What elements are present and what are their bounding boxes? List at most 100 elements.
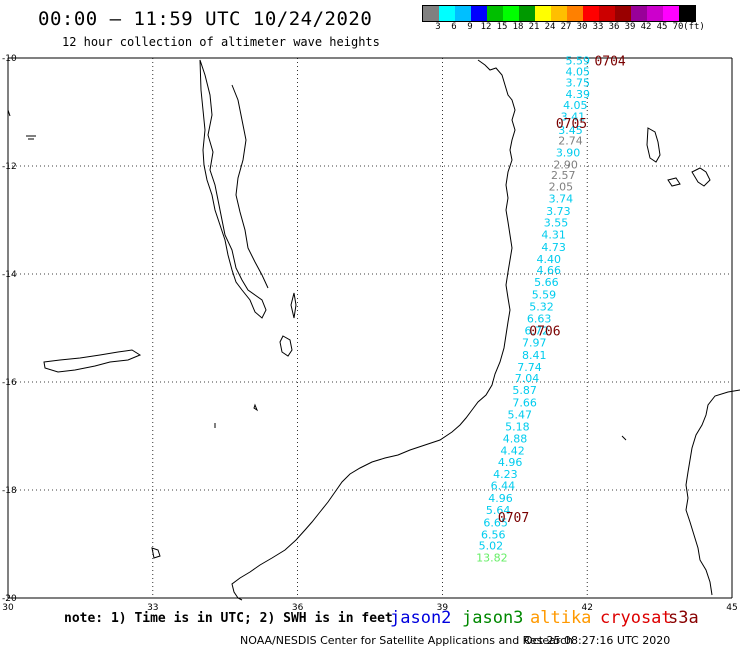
mozambique-coastline — [231, 59, 516, 601]
lake-chilwa-outline — [279, 335, 293, 357]
wave-height-value: 5.02 — [479, 540, 504, 553]
wave-height-value: 2.05 — [549, 181, 574, 194]
tick-mark — [7, 109, 11, 117]
wave-height-value: 7.97 — [522, 337, 547, 350]
color-swatch-12 — [615, 6, 631, 21]
color-swatch-14 — [647, 6, 663, 21]
wave-height-value: 4.96 — [488, 492, 512, 505]
footer-credit: NOAA/NESDIS Center for Satellite Applica… — [240, 634, 574, 647]
color-scale-label: 24 — [544, 22, 556, 32]
color-scale-label: 15 — [496, 22, 508, 32]
color-scale-label: 18 — [512, 22, 524, 32]
color-swatch-16 — [679, 6, 695, 21]
madagascar-coastline — [685, 389, 740, 596]
wave-height-value: 3.41 — [561, 110, 586, 123]
wave-height-value: 4.05 — [563, 99, 588, 112]
wave-height-value: 4.23 — [493, 468, 517, 481]
wave-height-readings: 5.594.053.754.394.053.413.452.743.902.90… — [476, 55, 590, 565]
lake-cahora-bassa-outline — [43, 349, 142, 373]
wave-height-value: 2.90 — [553, 158, 578, 171]
lon-label: 45 — [726, 603, 737, 613]
wave-height-value: 4.88 — [503, 433, 528, 446]
lon-label: 36 — [292, 603, 304, 613]
island-mark — [621, 435, 627, 441]
color-scale-bar — [422, 5, 696, 22]
pass-time-label: 0705 — [556, 117, 587, 132]
color-scale-label: 27 — [560, 22, 572, 32]
lat-label: -14 — [2, 270, 17, 280]
wave-height-value: 4.96 — [498, 456, 523, 469]
color-swatch-9 — [567, 6, 583, 21]
wave-height-value: 5.87 — [512, 384, 537, 397]
color-scale-label: 42 — [640, 22, 652, 32]
wave-height-value: 6.56 — [481, 528, 506, 541]
lat-label: -10 — [2, 54, 17, 64]
wave-height-value: 5.64 — [486, 504, 511, 517]
wave-height-value: 8.41 — [522, 349, 547, 362]
satellite-legend-jason2: jason2 — [390, 608, 452, 628]
color-swatch-10 — [583, 6, 599, 21]
wave-height-value: 13.82 — [476, 552, 508, 565]
pass-time-label: 0704 — [594, 55, 625, 70]
color-scale-label: 33 — [592, 22, 604, 32]
wave-height-value: 3.90 — [556, 147, 581, 160]
lake-kivu-fragment — [151, 547, 161, 559]
color-swatch-2 — [455, 6, 471, 21]
wave-height-value: 4.40 — [537, 253, 562, 266]
map-subtitle: 12 hour collection of altimeter wave hei… — [62, 35, 380, 49]
lat-lon-grid — [7, 57, 733, 599]
lon-label: 33 — [147, 603, 158, 613]
wave-height-value: 3.73 — [546, 205, 571, 218]
lat-label: -12 — [2, 162, 17, 172]
wave-height-value: 4.05 — [565, 66, 590, 79]
color-swatch-13 — [631, 6, 647, 21]
color-scale-label: 12 — [480, 22, 492, 32]
lake-fragment-outline — [26, 135, 36, 140]
color-scale-label: 39 — [624, 22, 636, 32]
satellite-legend-s3a: s3a — [668, 608, 699, 628]
lon-label: 30 — [2, 603, 14, 613]
wave-height-value: 4.31 — [541, 229, 566, 242]
wave-height-value: 5.66 — [534, 276, 559, 289]
wave-height-value: 7.04 — [515, 372, 540, 385]
comoros-island-outline — [646, 127, 661, 163]
wave-height-value: 4.66 — [537, 264, 562, 277]
small-lake-outline — [253, 403, 259, 412]
coastline — [7, 59, 740, 601]
wave-height-value: 2.57 — [551, 169, 576, 182]
wave-height-value: 5.59 — [565, 55, 590, 68]
color-scale-label: 6 — [451, 22, 457, 32]
color-swatch-8 — [551, 6, 567, 21]
lat-label: -18 — [2, 486, 17, 496]
color-scale-label: 45 — [656, 22, 668, 32]
lake-malawi-east-shore — [231, 84, 269, 289]
legend-note: note: 1) Time is in UTC; 2) SWH is in fe… — [64, 611, 393, 626]
wave-height-value: 3.45 — [558, 124, 583, 137]
pass-time-label: 0706 — [529, 325, 560, 340]
color-swatch-4 — [487, 6, 503, 21]
lon-label: 42 — [581, 603, 592, 613]
wave-height-value: 4.39 — [565, 88, 590, 101]
wave-height-value: 6.72 — [524, 325, 549, 338]
footer-timestamp: Oct 25 08:27:16 UTC 2020 — [524, 634, 671, 647]
satellite-legend-cryosat: cryosat — [600, 608, 672, 628]
lake-malawi-outline — [199, 59, 267, 319]
wave-height-value: 5.32 — [529, 300, 554, 313]
island-fragment — [667, 177, 681, 187]
wave-height-value: 3.55 — [544, 217, 569, 230]
wave-height-value: 4.42 — [500, 445, 525, 458]
lat-label: -16 — [2, 378, 17, 388]
color-scale-labels: 3 6 9 12 15 18 21 24 27 30 33 36 39 42 45 70 (ft) — [422, 22, 740, 34]
pass-time-labels: 0704 0705 0706 0707 — [498, 55, 626, 526]
color-swatch-1 — [439, 6, 455, 21]
color-swatch-6 — [519, 6, 535, 21]
color-scale-label: 30 — [576, 22, 588, 32]
wave-height-value: 7.66 — [512, 397, 537, 410]
lat-label: -20 — [2, 594, 17, 604]
color-scale-label: 21 — [528, 22, 540, 32]
wave-height-value: 5.47 — [508, 408, 533, 421]
color-swatch-11 — [599, 6, 615, 21]
wave-height-value: 2.74 — [558, 135, 583, 148]
wave-height-value: 6.63 — [527, 312, 552, 325]
